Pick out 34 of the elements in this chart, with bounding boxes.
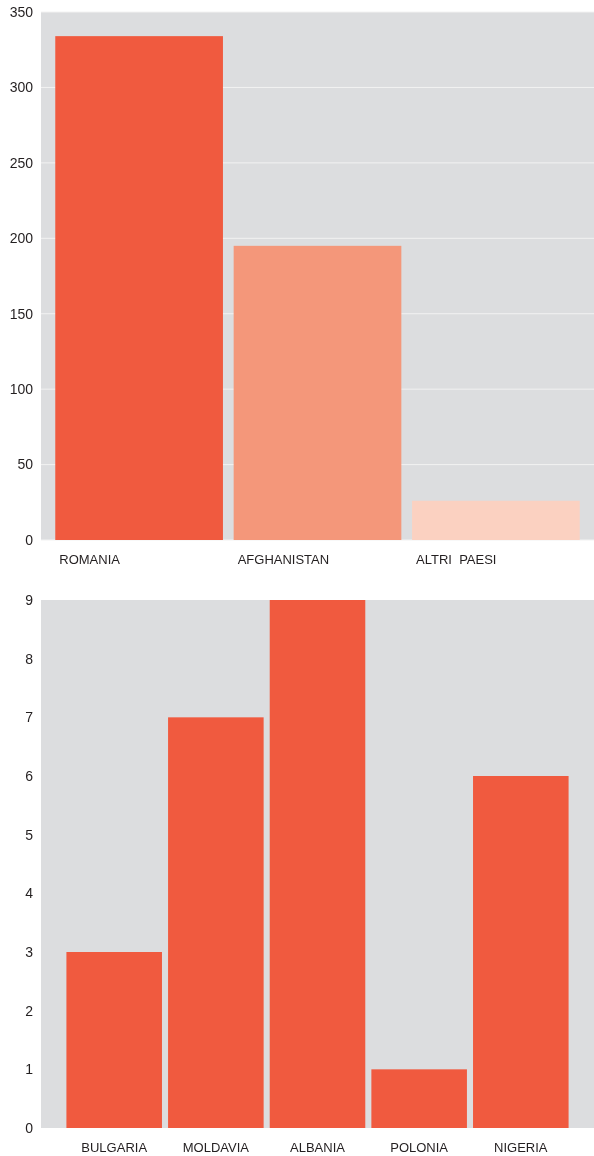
bar (412, 500, 580, 540)
y-tick-label: 6 (25, 767, 34, 784)
x-tick-label: POLONIA (390, 1140, 449, 1155)
y-tick-label: 250 (9, 154, 34, 171)
y-tick-label: 4 (25, 885, 34, 902)
y-tick-label: 2 (25, 1002, 34, 1019)
y-tick-label: 350 (9, 3, 34, 20)
y-tick-label: 9 (25, 591, 34, 608)
y-tick-label: 150 (9, 305, 34, 322)
y-tick-label: 1 (25, 1061, 34, 1078)
bar (66, 952, 162, 1128)
y-tick-label: 8 (25, 650, 34, 667)
y-tick-label: 100 (9, 381, 34, 398)
y-tick-label: 300 (9, 79, 34, 96)
x-tick-label: ROMANIA (59, 552, 121, 567)
x-tick-label: ALTRI PAESI (416, 552, 497, 567)
y-tick-label: 5 (25, 826, 34, 843)
y-tick-label: 7 (25, 709, 34, 726)
y-tick-label: 0 (25, 531, 34, 548)
y-tick-label: 0 (25, 1119, 34, 1136)
bar (168, 717, 264, 1128)
x-tick-label: ALBANIA (290, 1140, 346, 1155)
bar (473, 776, 569, 1128)
x-tick-label: MOLDAVIA (182, 1140, 250, 1155)
y-tick-label: 200 (9, 230, 34, 247)
bar (233, 245, 402, 540)
x-tick-label: AFGHANISTAN (237, 552, 330, 567)
y-tick-label: 3 (25, 943, 34, 960)
x-tick-label: BULGARIA (81, 1140, 148, 1155)
bar (269, 600, 366, 1128)
bar (55, 36, 223, 540)
x-tick-label: NIGERIA (494, 1140, 548, 1155)
y-tick-label: 50 (17, 456, 34, 473)
bar (371, 1069, 467, 1128)
